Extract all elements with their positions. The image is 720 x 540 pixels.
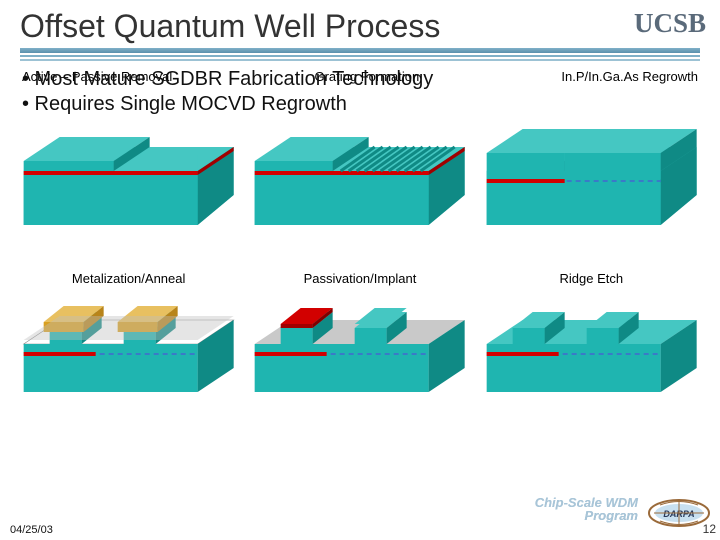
- diagram-row-1: [22, 125, 698, 263]
- bullet-2: • Requires Single MOCVD Regrowth: [22, 92, 698, 117]
- footer-date: 04/25/03: [10, 524, 53, 536]
- darpa-logo: DARPA: [648, 498, 710, 528]
- label-r2-c1: Metalization/Anneal: [22, 271, 235, 286]
- page-number: 12: [703, 522, 716, 536]
- label-r2-c3: Ridge Etch: [485, 271, 698, 286]
- header-divider: [20, 48, 700, 61]
- diagram-row-2: Metalization/Anneal: [22, 271, 698, 409]
- label-r2-c2: Passivation/Implant: [253, 271, 466, 286]
- ucsb-logo: UCSB: [634, 8, 706, 39]
- diagram-regrowth: [485, 125, 698, 245]
- footer: Chip-Scale WDM Program DARPA 04/25/03 12: [0, 494, 720, 540]
- diagram-grating-formation: [253, 125, 466, 245]
- diagram-active-passive-removal: [22, 125, 235, 245]
- chipscale-line2: Program: [535, 509, 638, 523]
- diagram-metalization: [22, 292, 235, 412]
- slide-title: Offset Quantum Well Process: [20, 10, 700, 44]
- bullet-1: • Most Mature SGDBR Fabrication Technolo…: [22, 67, 698, 92]
- chipscale-line1: Chip-Scale WDM: [535, 496, 638, 510]
- diagram-ridge-etch: [485, 292, 698, 412]
- bullet-list: • Most Mature SGDBR Fabrication Technolo…: [22, 67, 698, 117]
- diagram-passivation: [253, 292, 466, 412]
- chip-scale-text: Chip-Scale WDM Program: [535, 496, 638, 523]
